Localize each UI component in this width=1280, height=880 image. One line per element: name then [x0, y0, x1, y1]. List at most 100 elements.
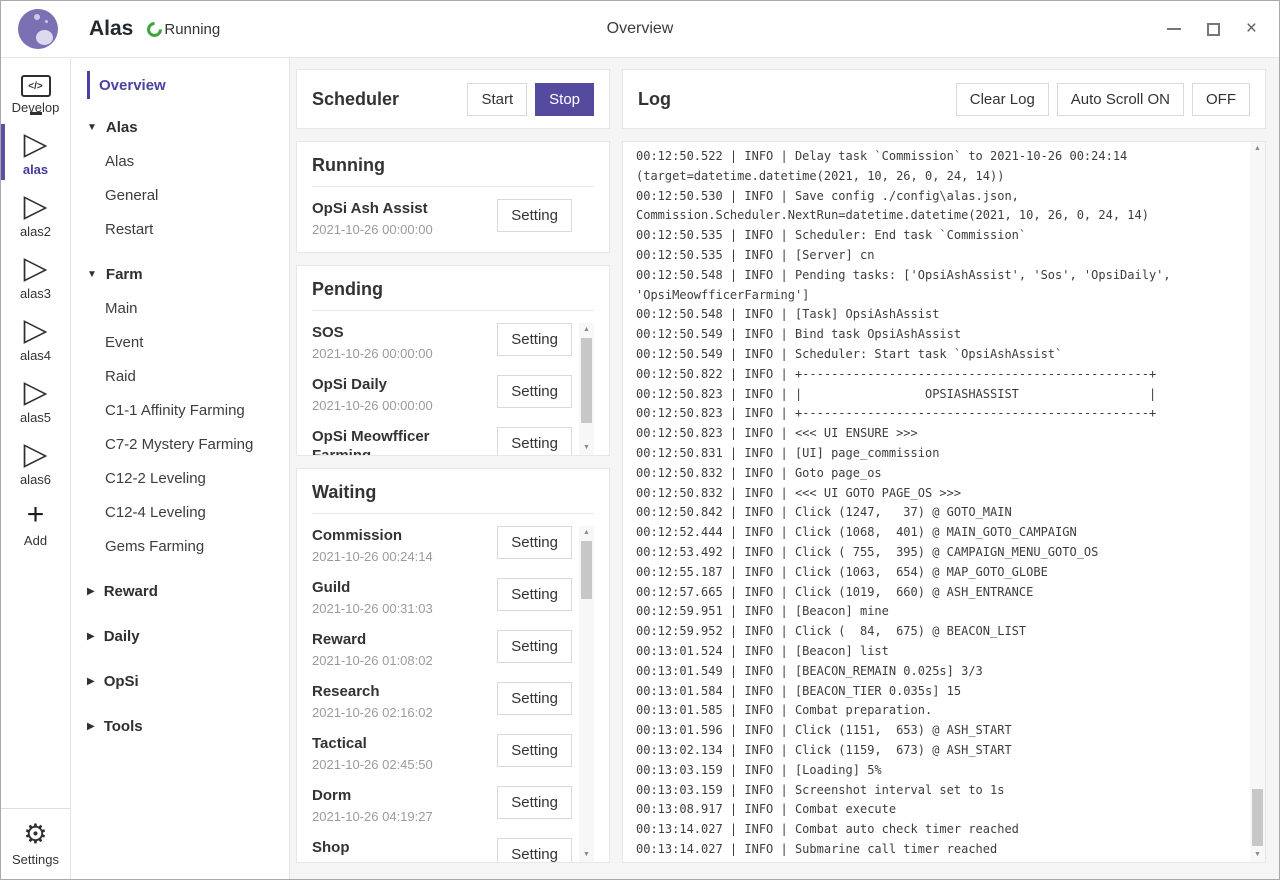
nav-item[interactable]: C12-2 Leveling [71, 461, 289, 495]
sidebar-item-add[interactable]: + Add [1, 493, 70, 554]
sidebar-item-develop[interactable]: </> Develop [1, 68, 70, 121]
nav-item[interactable]: General [71, 178, 289, 212]
nav-item[interactable]: Gems Farming [71, 529, 289, 563]
minimize-icon[interactable] [1166, 28, 1181, 30]
scroll-down-icon[interactable]: ▼ [1254, 851, 1261, 858]
nav-arrow-icon: ▶ [87, 630, 95, 642]
running-spinner-icon [144, 18, 166, 40]
nav-item[interactable]: Main [71, 291, 289, 325]
sidebar-item-instance[interactable]: ▷ alas6 [1, 431, 70, 493]
nav-arrow-icon: ▶ [87, 720, 95, 732]
setting-button[interactable]: Setting [497, 526, 572, 559]
task-row: Shop Setting [312, 838, 572, 862]
nav-item-label: Overview [99, 76, 166, 94]
task-row: SOS 2021-10-26 00:00:00 Setting [312, 323, 572, 362]
sidebar-item-instance[interactable]: ▷ alas5 [1, 369, 70, 431]
log-line: 00:12:53.492 | INFO | Click ( 755, 395) … [636, 544, 1099, 559]
nav-item-label: Farm [105, 265, 143, 283]
log-line: 00:12:52.444 | INFO | Click (1068, 401) … [636, 525, 1077, 540]
setting-button[interactable]: Setting [497, 682, 572, 715]
log-line: 00:13:03.159 | INFO | [Loading] 5% [636, 762, 882, 777]
nav-item[interactable]: C7-2 Mystery Farming [71, 427, 289, 461]
nav-item-label: Main [105, 299, 138, 317]
nav-item[interactable]: Overview [87, 71, 289, 99]
setting-button[interactable]: Setting [497, 578, 572, 611]
setting-button[interactable]: Setting [497, 375, 572, 408]
scroll-down-icon[interactable]: ▼ [583, 851, 590, 858]
log-line: 00:12:50.822 | INFO | +-----------------… [636, 366, 1157, 381]
task-name: Tactical [312, 735, 367, 752]
log-line: 00:12:50.823 | INFO | +-----------------… [636, 406, 1157, 421]
scrollbar-thumb[interactable] [581, 541, 592, 599]
log-scrollbar[interactable]: ▲ ▼ [1250, 142, 1265, 862]
scrollbar-thumb[interactable] [1252, 789, 1263, 846]
instance-list: ▷ alas ▷ alas2 ▷ alas3 ▷ [1, 121, 70, 493]
nav-item[interactable]: ▶ OpSi [71, 664, 289, 698]
waiting-title: Waiting [312, 482, 594, 514]
setting-button[interactable]: Setting [497, 734, 572, 767]
start-button[interactable]: Start [467, 82, 528, 116]
log-line: 00:13:01.596 | INFO | Click (1151, 653) … [636, 723, 1012, 738]
play-icon: ▷ [23, 250, 48, 285]
nav-item[interactable]: C1-1 Affinity Farming [71, 393, 289, 427]
play-icon: ▷ [23, 126, 48, 161]
content-area: Scheduler Start Stop Running OpSi Ash As… [290, 58, 1279, 879]
auto-scroll-on-button[interactable]: Auto Scroll ON [1056, 82, 1184, 116]
pending-panel: Pending SOS 2021-10-26 00:00:00 Setting [296, 265, 610, 456]
nav-item[interactable]: ▼ Farm [71, 257, 289, 291]
scroll-down-icon[interactable]: ▼ [583, 444, 590, 451]
play-icon: ▷ [23, 188, 48, 223]
pending-scrollbar[interactable]: ▲ ▼ [579, 323, 594, 455]
task-row: OpSi Daily 2021-10-26 00:00:00 Setting [312, 375, 572, 414]
sidebar-item-settings[interactable]: ⚙ Settings [1, 808, 70, 879]
setting-button[interactable]: Setting [497, 630, 572, 663]
stop-button[interactable]: Stop [535, 82, 594, 116]
setting-button[interactable]: Setting [497, 838, 572, 862]
nav-item[interactable]: Alas [71, 144, 289, 178]
sidebar-item-instance[interactable]: ▷ alas3 [1, 245, 70, 307]
nav-item[interactable]: ▼ Alas [71, 110, 289, 144]
task-row: OpSi Meowfficer Farming Setting [312, 427, 572, 455]
task-next-run-time: 2021-10-26 00:00:00 [312, 222, 433, 237]
sidebar-item-label: Add [23, 533, 48, 548]
sidebar-item-instance[interactable]: ▷ alas [1, 121, 70, 183]
maximize-icon[interactable] [1206, 22, 1220, 36]
nav-item-label: Daily [103, 627, 140, 645]
setting-button[interactable]: Setting [497, 323, 572, 356]
task-next-run-time: 2021-10-26 00:00:00 [312, 346, 433, 361]
log-column: Log Clear Log Auto Scroll ON OFF 00:12:5… [622, 69, 1266, 863]
sidebar-item-instance[interactable]: ▷ alas2 [1, 183, 70, 245]
log-line: 00:12:50.530 | INFO | Save config ./conf… [636, 188, 1019, 203]
instance-sidebar: </> Develop ▷ alas ▷ alas2 [1, 58, 71, 879]
setting-button[interactable]: Setting [497, 427, 572, 455]
task-name: Research [312, 683, 380, 700]
nav-item[interactable]: Event [71, 325, 289, 359]
waiting-scrollbar[interactable]: ▲ ▼ [579, 526, 594, 862]
nav-item[interactable]: Restart [71, 212, 289, 246]
nav-item[interactable]: Raid [71, 359, 289, 393]
log-line: 00:12:59.951 | INFO | [Beacon] mine [636, 604, 889, 619]
nav-item[interactable]: ▶ Tools [71, 709, 289, 743]
nav-item[interactable]: ▶ Daily [71, 619, 289, 653]
nav-item[interactable]: ▶ Reward [71, 574, 289, 608]
instance-label: alas [22, 162, 49, 177]
log-line: 00:12:55.187 | INFO | Click (1063, 654) … [636, 564, 1048, 579]
setting-button[interactable]: Setting [497, 199, 572, 232]
setting-button[interactable]: Setting [497, 786, 572, 819]
scroll-up-icon[interactable]: ▲ [583, 529, 590, 536]
log-line: 00:12:50.823 | INFO | <<< UI ENSURE >>> [636, 426, 918, 441]
scroll-up-icon[interactable]: ▲ [1254, 145, 1261, 152]
auto-scroll-off-button[interactable]: OFF [1192, 82, 1250, 116]
close-icon[interactable]: × [1245, 18, 1257, 39]
nav-item[interactable]: C12-4 Leveling [71, 495, 289, 529]
nav-item-label: C1-1 Affinity Farming [105, 401, 245, 419]
sidebar-item-instance[interactable]: ▷ alas4 [1, 307, 70, 369]
main-area: </> Develop ▷ alas ▷ alas2 [1, 58, 1279, 879]
clear-log-button[interactable]: Clear Log [955, 82, 1049, 116]
log-output[interactable]: 00:12:50.522 | INFO | Delay task `Commis… [622, 141, 1266, 863]
scrollbar-thumb[interactable] [581, 338, 592, 423]
log-line: (target=datetime.datetime(2021, 10, 26, … [636, 168, 1005, 183]
scroll-up-icon[interactable]: ▲ [583, 326, 590, 333]
task-name: SOS [312, 324, 344, 341]
